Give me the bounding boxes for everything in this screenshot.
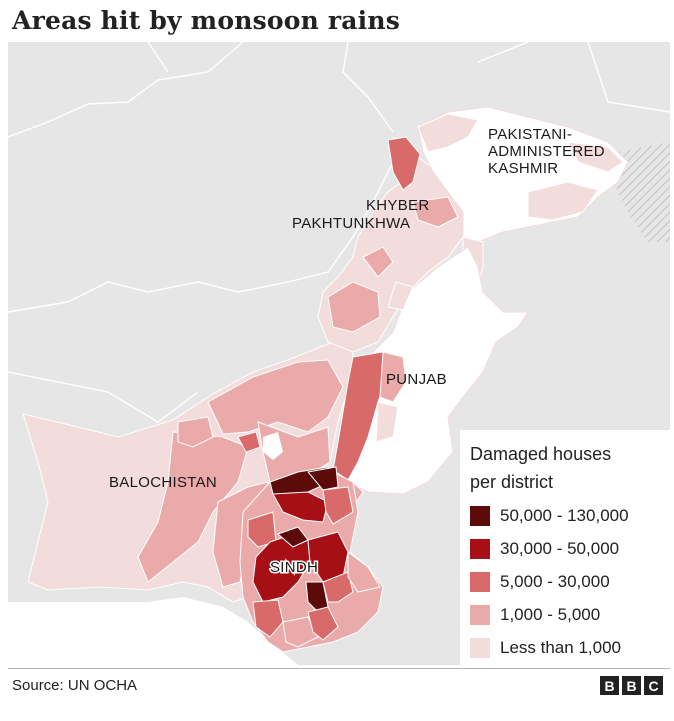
label-khyber-2: PAKHTUNKHWA bbox=[292, 215, 410, 232]
label-khyber-1: KHYBER bbox=[366, 197, 430, 214]
sea bbox=[8, 597, 298, 665]
legend-item: 5,000 - 30,000 bbox=[470, 570, 610, 594]
district bbox=[412, 196, 459, 228]
district bbox=[307, 466, 339, 491]
legend-swatch bbox=[470, 605, 490, 625]
district bbox=[327, 281, 381, 333]
district bbox=[252, 599, 284, 638]
legend-title-line2: per district bbox=[470, 472, 554, 492]
label-balochistan: BALOCHISTAN bbox=[109, 474, 217, 491]
legend-label: 1,000 - 5,000 bbox=[500, 605, 601, 624]
legend-title-line1: Damaged houses bbox=[470, 444, 612, 464]
legend-label: 30,000 - 50,000 bbox=[500, 539, 620, 558]
legend-swatch bbox=[470, 572, 490, 592]
label-punjab: PUNJAB bbox=[386, 371, 447, 388]
bbc-logo-letter: B bbox=[600, 676, 619, 695]
legend-item: 30,000 - 50,000 bbox=[470, 537, 619, 561]
bbc-logo: B B C bbox=[600, 676, 663, 695]
district bbox=[322, 486, 354, 525]
legend-label: 5,000 - 30,000 bbox=[500, 572, 610, 591]
district bbox=[207, 359, 344, 435]
district bbox=[322, 571, 354, 603]
chart-title: Areas hit by monsoon rains bbox=[12, 6, 401, 35]
district bbox=[347, 551, 381, 593]
district bbox=[567, 141, 624, 173]
label-kashmir-2: ADMINISTERED bbox=[488, 143, 605, 160]
district bbox=[362, 246, 394, 278]
legend-item: 1,000 - 5,000 bbox=[470, 603, 600, 627]
footer-divider bbox=[8, 668, 670, 669]
legend-title: Damaged houses per district bbox=[470, 440, 665, 496]
district bbox=[307, 606, 339, 641]
district bbox=[177, 416, 214, 448]
district bbox=[379, 351, 407, 403]
label-sindh: SINDH bbox=[270, 559, 318, 576]
pakistan-map: PAKISTANI- ADMINISTERED KASHMIR KHYBER P… bbox=[8, 42, 670, 665]
legend-swatch bbox=[470, 539, 490, 559]
district bbox=[417, 113, 479, 153]
legend-item: 50,000 - 130,000 bbox=[470, 504, 629, 528]
district bbox=[375, 401, 399, 443]
district bbox=[272, 491, 329, 523]
label-kashmir-3: KASHMIR bbox=[488, 160, 558, 177]
label-kashmir-1: PAKISTANI- bbox=[488, 126, 572, 143]
district bbox=[387, 136, 421, 191]
district bbox=[237, 431, 261, 453]
legend-label: 50,000 - 130,000 bbox=[500, 506, 629, 525]
disputed-area bbox=[613, 142, 670, 242]
bbc-logo-letter: C bbox=[644, 676, 663, 695]
district bbox=[527, 181, 599, 221]
legend-label: Less than 1,000 bbox=[500, 638, 621, 657]
source-note: Source: UN OCHA bbox=[12, 677, 138, 694]
bbc-logo-letter: B bbox=[622, 676, 641, 695]
map-area: PAKISTANI- ADMINISTERED KASHMIR KHYBER P… bbox=[8, 42, 670, 665]
no-data-district bbox=[263, 432, 283, 460]
district bbox=[387, 281, 414, 311]
legend-swatch bbox=[470, 506, 490, 526]
legend: Damaged houses per district 50,000 - 130… bbox=[460, 430, 670, 665]
legend-item: Less than 1,000 bbox=[470, 636, 621, 660]
district bbox=[282, 616, 319, 648]
legend-swatch bbox=[470, 638, 490, 658]
